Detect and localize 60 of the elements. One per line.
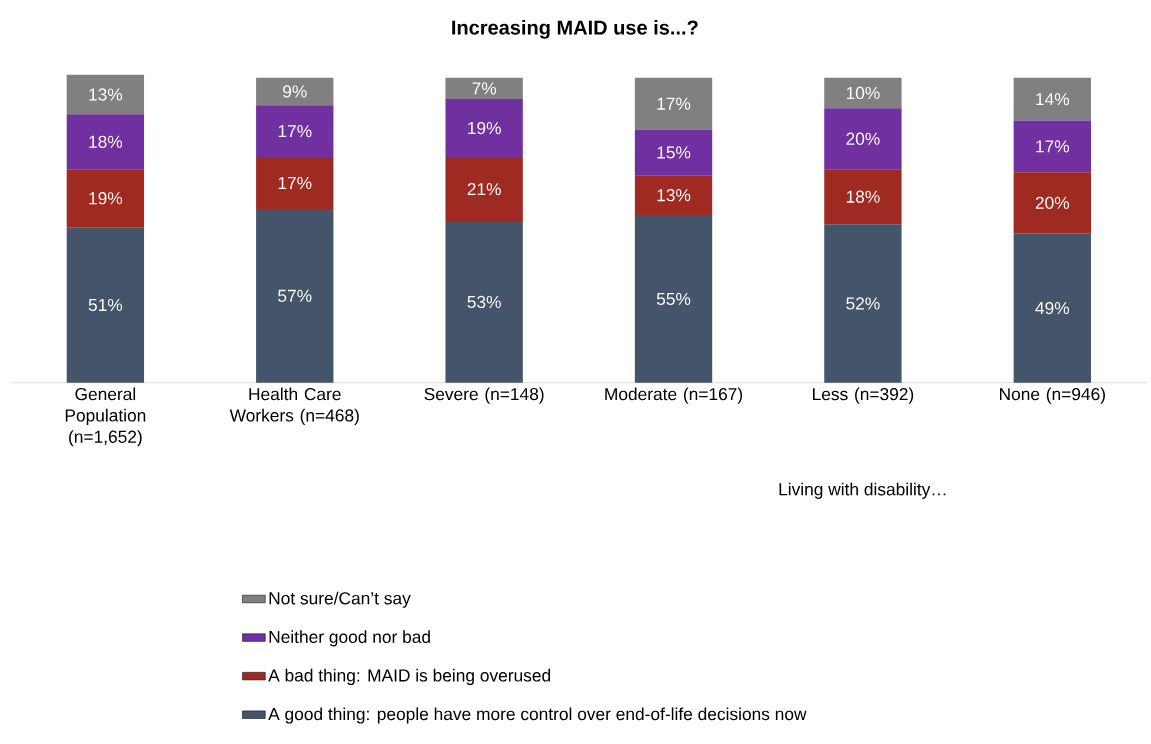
bar [256,156,334,209]
data-label: 17% [657,97,691,110]
data-label: 10% [846,86,880,100]
bar [256,77,334,106]
data-label: 21% [467,182,501,196]
bar [824,77,902,109]
bar [66,114,145,170]
bar [824,169,902,225]
bar [256,105,334,157]
data-label: 17% [1036,140,1070,153]
bar [256,208,334,383]
x-tick-label: Less (n=392) [813,387,914,404]
bar [1013,233,1091,383]
x-tick-label: Moderate (n=167) [605,387,743,404]
legend-label: Not sure/Can’t say [269,591,411,608]
data-label: 20% [1035,196,1070,209]
bar [445,221,523,383]
data-label: 19% [89,191,123,205]
bar [445,77,523,99]
data-label: 18% [846,190,880,203]
data-label: 20% [846,132,880,145]
bar [824,224,902,383]
data-label: 17% [278,124,312,138]
x-tick-label: Health Care Workers (n=468) [229,387,359,425]
bar [66,74,145,115]
text: Living with disability… [779,482,946,499]
data-label: 51% [88,298,123,311]
data-label: 13% [657,188,691,202]
bar [824,108,902,170]
x-tick-label: Severe (n=148) [424,387,544,404]
data-label: 14% [1036,92,1070,106]
data-label: 17% [278,176,312,189]
bar [634,214,713,383]
x-tick-label: None (n=946) [999,387,1105,404]
legend-label: A bad thing: MAID is being overused [268,668,551,685]
data-label: 9% [283,85,307,98]
data-label: 19% [468,121,501,135]
bar [66,227,145,383]
bar [1013,172,1091,234]
bar [634,175,713,215]
data-label: 57% [278,289,312,302]
bar [445,99,523,157]
bar [1013,77,1091,121]
bar [634,77,713,130]
chart-title: Increasing MAID use is...? [452,19,698,39]
data-label: 55% [656,292,691,305]
bar [445,156,523,222]
x-tick-label: General Population (n=1,652) [65,387,146,447]
data-label: 49% [1035,301,1070,315]
bar [66,169,145,228]
data-label: 18% [89,135,123,148]
data-label: 7% [472,82,497,95]
legend-label: Neither good nor bad [269,630,430,647]
data-label: 15% [657,146,691,159]
data-label: 52% [846,297,880,310]
data-label: 13% [89,88,123,101]
data-label: 53% [467,295,501,308]
legend-label: A good thing: people have more control over end-of-life decisions now [268,707,807,724]
bar [1013,120,1091,173]
bar [634,129,713,176]
